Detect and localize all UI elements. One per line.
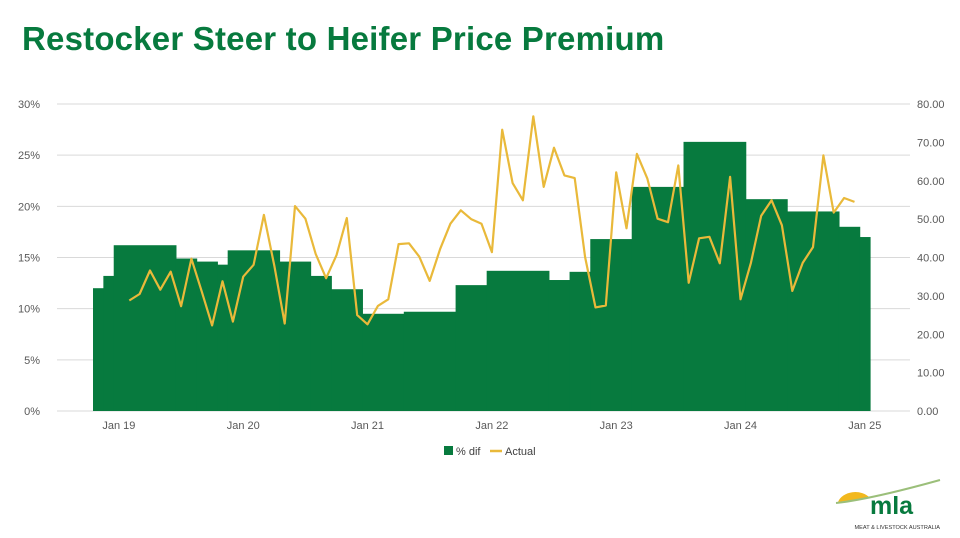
y-right-tick-label: 70.00: [917, 137, 945, 149]
bar: [217, 264, 229, 411]
bar: [859, 237, 871, 411]
bar: [548, 280, 571, 411]
legend-label-bar: % dif: [456, 446, 481, 458]
y-right-tick-label: 80.00: [917, 99, 945, 111]
actual-line: [128, 115, 855, 327]
line-series: [128, 115, 855, 327]
page-title: Restocker Steer to Heifer Price Premium: [22, 20, 665, 57]
logo-sun-icon: [838, 492, 870, 502]
bar: [196, 261, 218, 411]
bar: [103, 275, 115, 411]
legend-swatch-bar: [444, 446, 453, 455]
bar: [745, 199, 788, 411]
logo-swoosh-icon: [835, 479, 941, 504]
y-left-tick-label: 5%: [24, 355, 40, 367]
bar: [455, 285, 488, 411]
y-right-tick-label: 50.00: [917, 214, 945, 226]
x-tick-label: Jan 24: [724, 420, 757, 432]
y-right-tick-label: 0.00: [917, 406, 938, 418]
y-left-tick-label: 20%: [18, 201, 40, 213]
bar: [683, 141, 747, 411]
bar: [838, 226, 861, 411]
y-right-tick-label: 60.00: [917, 176, 945, 188]
legend: % dif Actual: [444, 446, 536, 458]
bar: [310, 275, 332, 411]
y-right-tick-label: 20.00: [917, 329, 945, 341]
y-left-tick-label: 0%: [24, 406, 40, 418]
bar: [175, 258, 198, 411]
x-tick-label: Jan 21: [351, 420, 384, 432]
bar: [403, 311, 457, 411]
bar: [227, 250, 281, 411]
bar-series: [93, 141, 871, 411]
logo-subtitle: MEAT & LIVESTOCK AUSTRALIA: [855, 525, 941, 531]
bar: [331, 289, 363, 411]
y-right-tick-label: 40.00: [917, 253, 945, 265]
bar: [362, 313, 405, 411]
y-left-tick-label: 10%: [18, 304, 40, 316]
bar: [631, 186, 685, 411]
y-right-tick-label: 30.00: [917, 291, 945, 303]
bar: [113, 245, 177, 411]
x-tick-label: Jan 23: [600, 420, 633, 432]
y-axis-left: 0% 5% 10% 15% 20% 25% 30%: [18, 99, 40, 418]
x-tick-label: Jan 19: [102, 420, 135, 432]
y-left-tick-label: 30%: [18, 99, 40, 111]
bar: [279, 261, 312, 411]
bar: [486, 270, 550, 411]
logo-text: mla: [870, 492, 914, 520]
mla-logo: mla MEAT & LIVESTOCK AUSTRALIA: [835, 479, 941, 531]
bar: [569, 271, 591, 411]
y-left-tick-label: 25%: [18, 150, 40, 162]
legend-label-line: Actual: [505, 446, 536, 458]
y-right-tick-label: 10.00: [917, 368, 945, 380]
y-left-tick-label: 15%: [18, 253, 40, 265]
x-axis: Jan 19 Jan 20 Jan 21 Jan 22 Jan 23 Jan 24 Jan …: [102, 420, 881, 432]
y-axis-right: 0.00 10.00 20.00 30.00 40.00 50.00 60.00 70.00 8…: [917, 99, 945, 418]
bar: [93, 288, 104, 411]
x-tick-label: Jan 22: [475, 420, 508, 432]
x-tick-label: Jan 25: [848, 420, 881, 432]
bar: [590, 239, 633, 411]
x-tick-label: Jan 20: [227, 420, 260, 432]
